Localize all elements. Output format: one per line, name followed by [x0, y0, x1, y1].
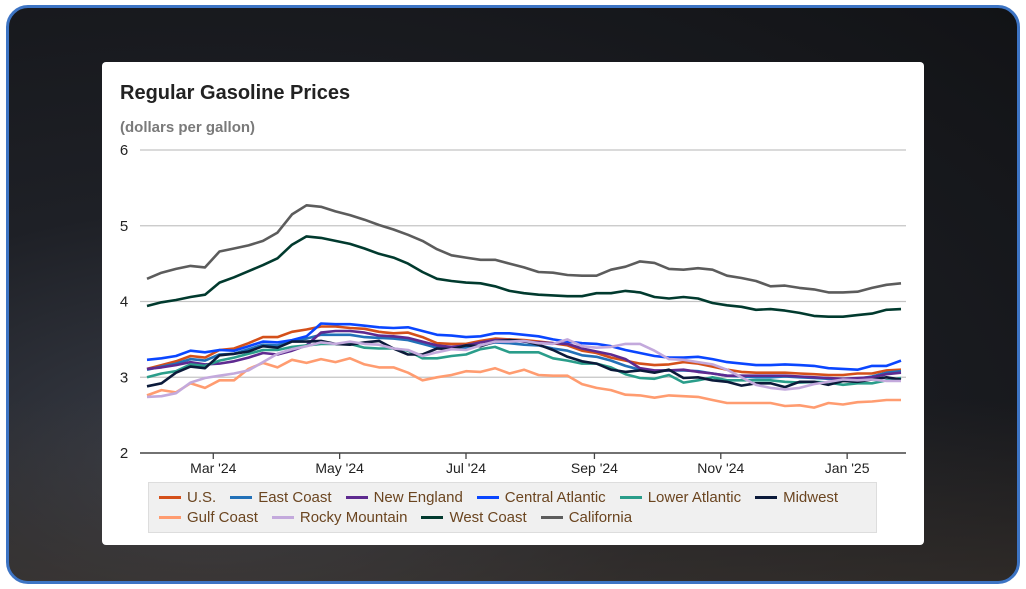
legend-swatch: [159, 495, 181, 499]
legend-swatch: [271, 515, 294, 519]
legend-swatch: [755, 495, 778, 499]
legend-label: California: [568, 508, 633, 526]
legend-item[interactable]: U.S.: [159, 487, 216, 507]
legend-label: Central Atlantic: [504, 488, 606, 506]
legend-item[interactable]: California: [540, 507, 633, 527]
chart-title: Regular Gasoline Prices: [120, 82, 351, 104]
legend-swatch: [345, 495, 368, 499]
legend-item[interactable]: East Coast: [230, 487, 332, 507]
legend-label: Lower Atlantic: [647, 488, 742, 506]
legend-item[interactable]: Central Atlantic: [476, 487, 606, 507]
x-tick-label: Nov '24: [697, 460, 744, 476]
legend-label: U.S.: [187, 488, 217, 506]
y-tick-label: 2: [120, 445, 128, 462]
legend-swatch: [476, 495, 499, 499]
legend-item[interactable]: Rocky Mountain: [271, 507, 408, 527]
y-tick-label: 6: [120, 142, 128, 159]
x-tick-label: Mar '24: [190, 460, 236, 476]
series-line-rocky-mountain: [146, 338, 901, 399]
chart-legend: U.S. East Coast New England Central Atlanti…: [148, 482, 877, 533]
legend-label: Rocky Mountain: [299, 508, 408, 526]
legend-label: Midwest: [783, 488, 839, 506]
legend-swatch: [230, 495, 253, 499]
y-tick-label: 3: [120, 369, 128, 386]
legend-label: New England: [373, 488, 463, 506]
legend-item[interactable]: Gulf Coast: [159, 507, 258, 527]
x-tick-label: May '24: [315, 460, 364, 476]
legend-label: Gulf Coast: [187, 508, 258, 526]
series-line-california: [146, 204, 902, 294]
series-line-west-coast: [146, 235, 902, 318]
chart-card: Regular Gasoline Prices (dollars per gal…: [102, 62, 924, 545]
legend-swatch: [540, 515, 563, 519]
x-tick-label: Jul '24: [446, 460, 486, 476]
y-tick-label: 4: [120, 294, 128, 311]
legend-swatch: [421, 515, 444, 519]
series-line-east-coast: [146, 333, 902, 381]
x-tick-label: Sep '24: [571, 460, 618, 476]
legend-swatch: [619, 495, 642, 499]
legend-item[interactable]: Lower Atlantic: [619, 487, 742, 507]
x-tick-label: Jan '25: [825, 460, 870, 476]
y-tick-label: 5: [120, 218, 128, 235]
series-line-central-atlantic: [146, 322, 902, 372]
legend-swatch: [159, 515, 181, 519]
chart-subtitle: (dollars per gallon): [120, 119, 256, 136]
series-line-lower-atlantic: [146, 342, 902, 387]
line-chart: 2 3 4 5 6 Mar '24 May '24 Jul '24 Sep '24 Nov '24…: [120, 142, 906, 476]
legend-label: West Coast: [449, 508, 527, 526]
legend-item[interactable]: Midwest: [755, 487, 838, 507]
legend-label: East Coast: [258, 488, 332, 506]
series-line-gulf-coast: [146, 356, 901, 409]
legend-item[interactable]: West Coast: [421, 507, 527, 527]
legend-item[interactable]: New England: [345, 487, 463, 507]
